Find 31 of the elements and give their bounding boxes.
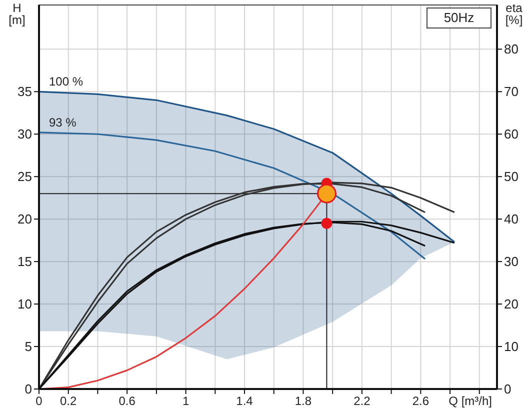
x-tick-label: 1 xyxy=(182,394,190,408)
y2-tick-label: 70 xyxy=(504,84,518,100)
x-tick-label: 1.8 xyxy=(294,394,312,408)
y-tick-label: 0 xyxy=(24,382,32,397)
x-tick-label: 1.4 xyxy=(236,394,254,408)
x-tick-label: 2.2 xyxy=(354,394,371,408)
y2-tick-label: 10 xyxy=(504,339,518,354)
y2-tick-label: 80 xyxy=(504,42,518,57)
x-axis-title: Q [m³/h] xyxy=(448,394,492,408)
y-axis-title: H [m] xyxy=(8,1,26,27)
y-tick-label: 20 xyxy=(18,212,32,227)
x-tick-label: 0 xyxy=(36,394,43,408)
y-tick-label: 35 xyxy=(18,84,32,100)
y2-axis-title: eta [%] xyxy=(505,1,523,27)
series-label: 93 % xyxy=(49,115,77,130)
y-tick-label: 30 xyxy=(18,126,32,142)
y2-tick-label: 30 xyxy=(504,254,518,270)
y2-tick-label: 40 xyxy=(504,212,518,227)
y-tick-label: 10 xyxy=(18,296,32,312)
y-tick-label: 25 xyxy=(18,169,32,184)
series-label: 100 % xyxy=(49,74,84,89)
y2-tick-label: 0 xyxy=(504,382,512,397)
y-tick-label: 5 xyxy=(24,339,32,354)
y2-tick-label: 60 xyxy=(504,126,518,142)
y2-tick-label: 50 xyxy=(504,169,518,184)
y-tick-label: 15 xyxy=(18,254,32,270)
x-tick-label: 0.2 xyxy=(60,394,78,408)
chart-title: 50Hz xyxy=(444,10,474,25)
y2-tick-label: 20 xyxy=(504,296,518,312)
x-tick-label: 0.6 xyxy=(118,394,136,408)
x-tick-label: 2.6 xyxy=(412,394,430,408)
